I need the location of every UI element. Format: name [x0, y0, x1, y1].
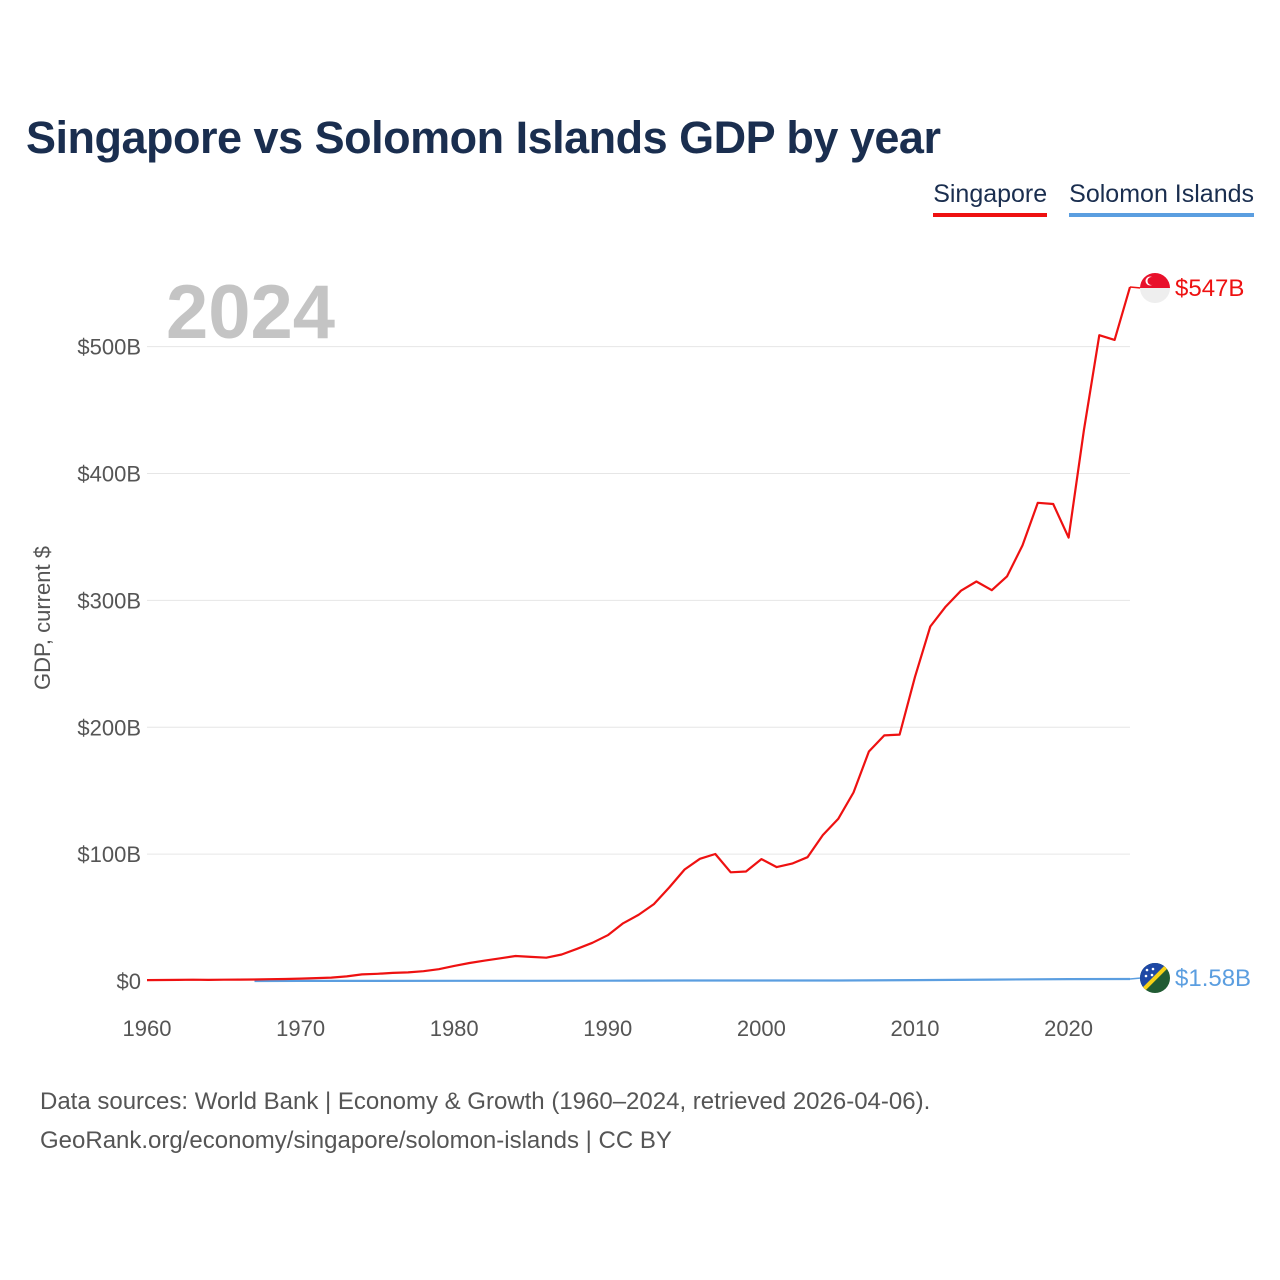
legend-item-singapore[interactable]: Singapore [933, 180, 1048, 217]
y-tick-label: $100B [77, 842, 141, 867]
gdp-line-chart: 2024 $0 $100B $200B $300B $400B $500B 1960 1970 1… [30, 270, 1251, 1041]
x-tick-label: 1970 [276, 1016, 325, 1041]
y-tick-label: $200B [77, 715, 141, 740]
x-tick-label: 1980 [430, 1016, 479, 1041]
end-connector [1129, 977, 1142, 980]
source-note: Data sources: World Bank | Economy & Gro… [40, 1088, 931, 1115]
current-year-label: 2024 [166, 270, 335, 355]
solomon-islands-flag-icon [1140, 963, 1170, 993]
legend-item-solomon-islands[interactable]: Solomon Islands [1069, 180, 1254, 217]
legend: Singapore Solomon Islands [933, 180, 1254, 217]
y-tick-label: $400B [77, 462, 141, 487]
end-connector [1129, 286, 1142, 289]
y-tick-label: $0 [117, 969, 141, 994]
series-line-solomon-islands [254, 977, 1131, 983]
x-tick-label: 2020 [1044, 1016, 1093, 1041]
singapore-flag-icon [1140, 273, 1170, 303]
y-tick-label: $300B [77, 588, 141, 613]
x-tick-label: 1960 [123, 1016, 172, 1041]
x-tick-label: 2000 [737, 1016, 786, 1041]
footer: Data sources: World Bank | Economy & Gro… [40, 1082, 930, 1160]
x-tick-label: 2010 [890, 1016, 939, 1041]
chart-title: Singapore vs Solomon Islands GDP by year [26, 112, 941, 163]
x-tick-label: 1990 [583, 1016, 632, 1041]
y-tick-label: $500B [77, 335, 141, 360]
end-value-label: $547B [1175, 275, 1244, 302]
y-axis-title: GDP, current $ [30, 546, 55, 690]
source-url: GeoRank.org/economy/singapore/solomon-is… [40, 1127, 672, 1154]
end-value-label: $1.58B [1175, 965, 1251, 992]
series-line-singapore [146, 286, 1132, 982]
